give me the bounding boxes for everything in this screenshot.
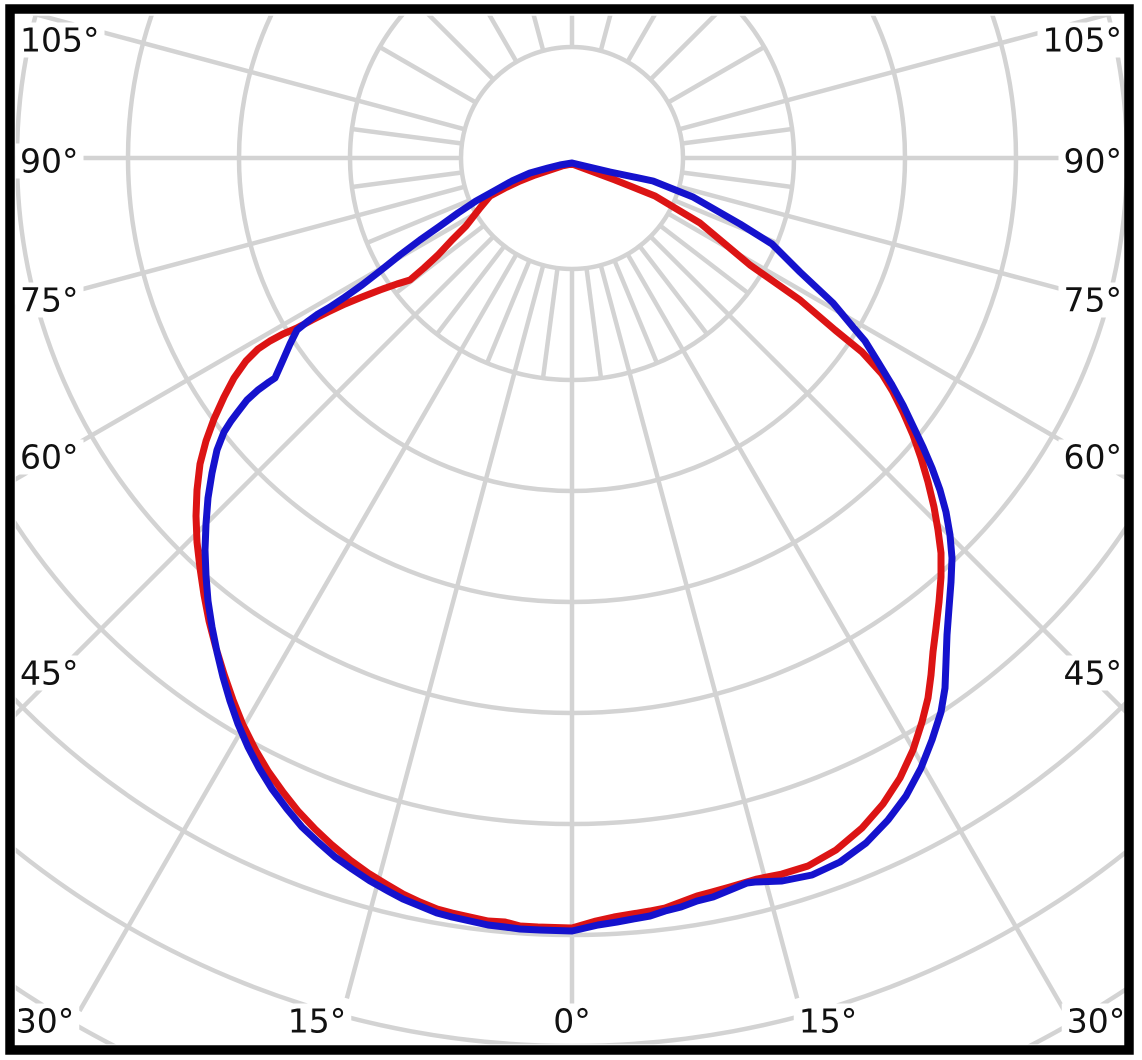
grid-spoke	[678, 184, 1127, 309]
angle-label-mask	[1058, 655, 1127, 691]
grid-spoke	[648, 234, 1127, 716]
angle-label: 45°	[20, 654, 79, 693]
grid-spoke	[625, 15, 657, 63]
angle-label-mask	[1061, 1003, 1127, 1039]
angle-label: 75°	[20, 281, 79, 320]
grid-spoke	[540, 267, 560, 379]
grid-spoke	[648, 15, 718, 82]
grid-spoke	[77, 253, 519, 1013]
grid-spoke	[584, 267, 604, 379]
grid-spoke	[681, 126, 793, 146]
angle-label-mask	[15, 22, 105, 58]
angle-label-mask	[548, 1003, 596, 1039]
grid-spoke	[612, 259, 660, 364]
angle-label: 0°	[553, 1002, 591, 1041]
grid-spoke	[487, 15, 519, 63]
grid-spoke	[678, 15, 1112, 132]
angle-label: 90°	[1064, 142, 1123, 181]
chart-frame	[5, 4, 1134, 1055]
angle-label-mask	[15, 655, 84, 691]
grid-spoke	[435, 244, 507, 336]
angle-label-mask	[15, 143, 84, 179]
angle-label: 60°	[1064, 438, 1123, 477]
angle-label-mask	[1058, 143, 1127, 179]
angle-label: 15°	[288, 1002, 347, 1041]
angle-label-mask	[15, 1003, 80, 1039]
grid-spoke	[625, 253, 1067, 1013]
angle-label: 105°	[1043, 21, 1123, 60]
intensity-curves	[192, 159, 956, 935]
angle-labels: 105° 90° 75° 60° 45° 105° 90° 75° 60° 45° 30° 15° 0°…	[15, 21, 1127, 1041]
angle-label: 30°	[1067, 1002, 1126, 1041]
angle-label: 30°	[16, 1002, 75, 1041]
grid-spoke	[658, 223, 750, 295]
angle-label: 60°	[20, 438, 79, 477]
angle-label: 45°	[1064, 654, 1123, 693]
grid-spoke	[531, 15, 546, 52]
angle-label: 15°	[799, 1002, 858, 1041]
angle-label: 105°	[20, 21, 100, 60]
grid-spoke	[484, 259, 532, 364]
grid-spoke	[426, 15, 496, 82]
grid-spoke	[681, 170, 793, 190]
grid-spoke	[15, 184, 466, 310]
angle-label-mask	[793, 1003, 863, 1039]
grid-spoke	[378, 45, 477, 105]
angle-label-mask	[282, 1003, 352, 1039]
grid-spoke	[667, 211, 1127, 481]
angle-label-mask	[15, 439, 84, 475]
grid-spoke	[351, 126, 463, 146]
grid-spoke	[32, 15, 466, 132]
angle-label-mask	[15, 282, 84, 318]
angle-label: 75°	[1064, 281, 1123, 320]
grid-spoke	[351, 170, 463, 190]
intensity-curve-red	[192, 160, 945, 932]
angle-label-mask	[1037, 22, 1127, 58]
grid-spoke	[667, 45, 766, 105]
grid-spoke	[366, 198, 471, 246]
angle-label-mask	[1058, 439, 1127, 475]
angle-label-mask	[1058, 282, 1127, 318]
grid-spoke	[15, 234, 496, 718]
grid-spoke	[15, 211, 477, 482]
grid-spoke	[637, 244, 709, 336]
intensity-curve-blue	[201, 159, 956, 935]
grid-spoke	[598, 15, 613, 52]
angle-label: 90°	[20, 142, 79, 181]
